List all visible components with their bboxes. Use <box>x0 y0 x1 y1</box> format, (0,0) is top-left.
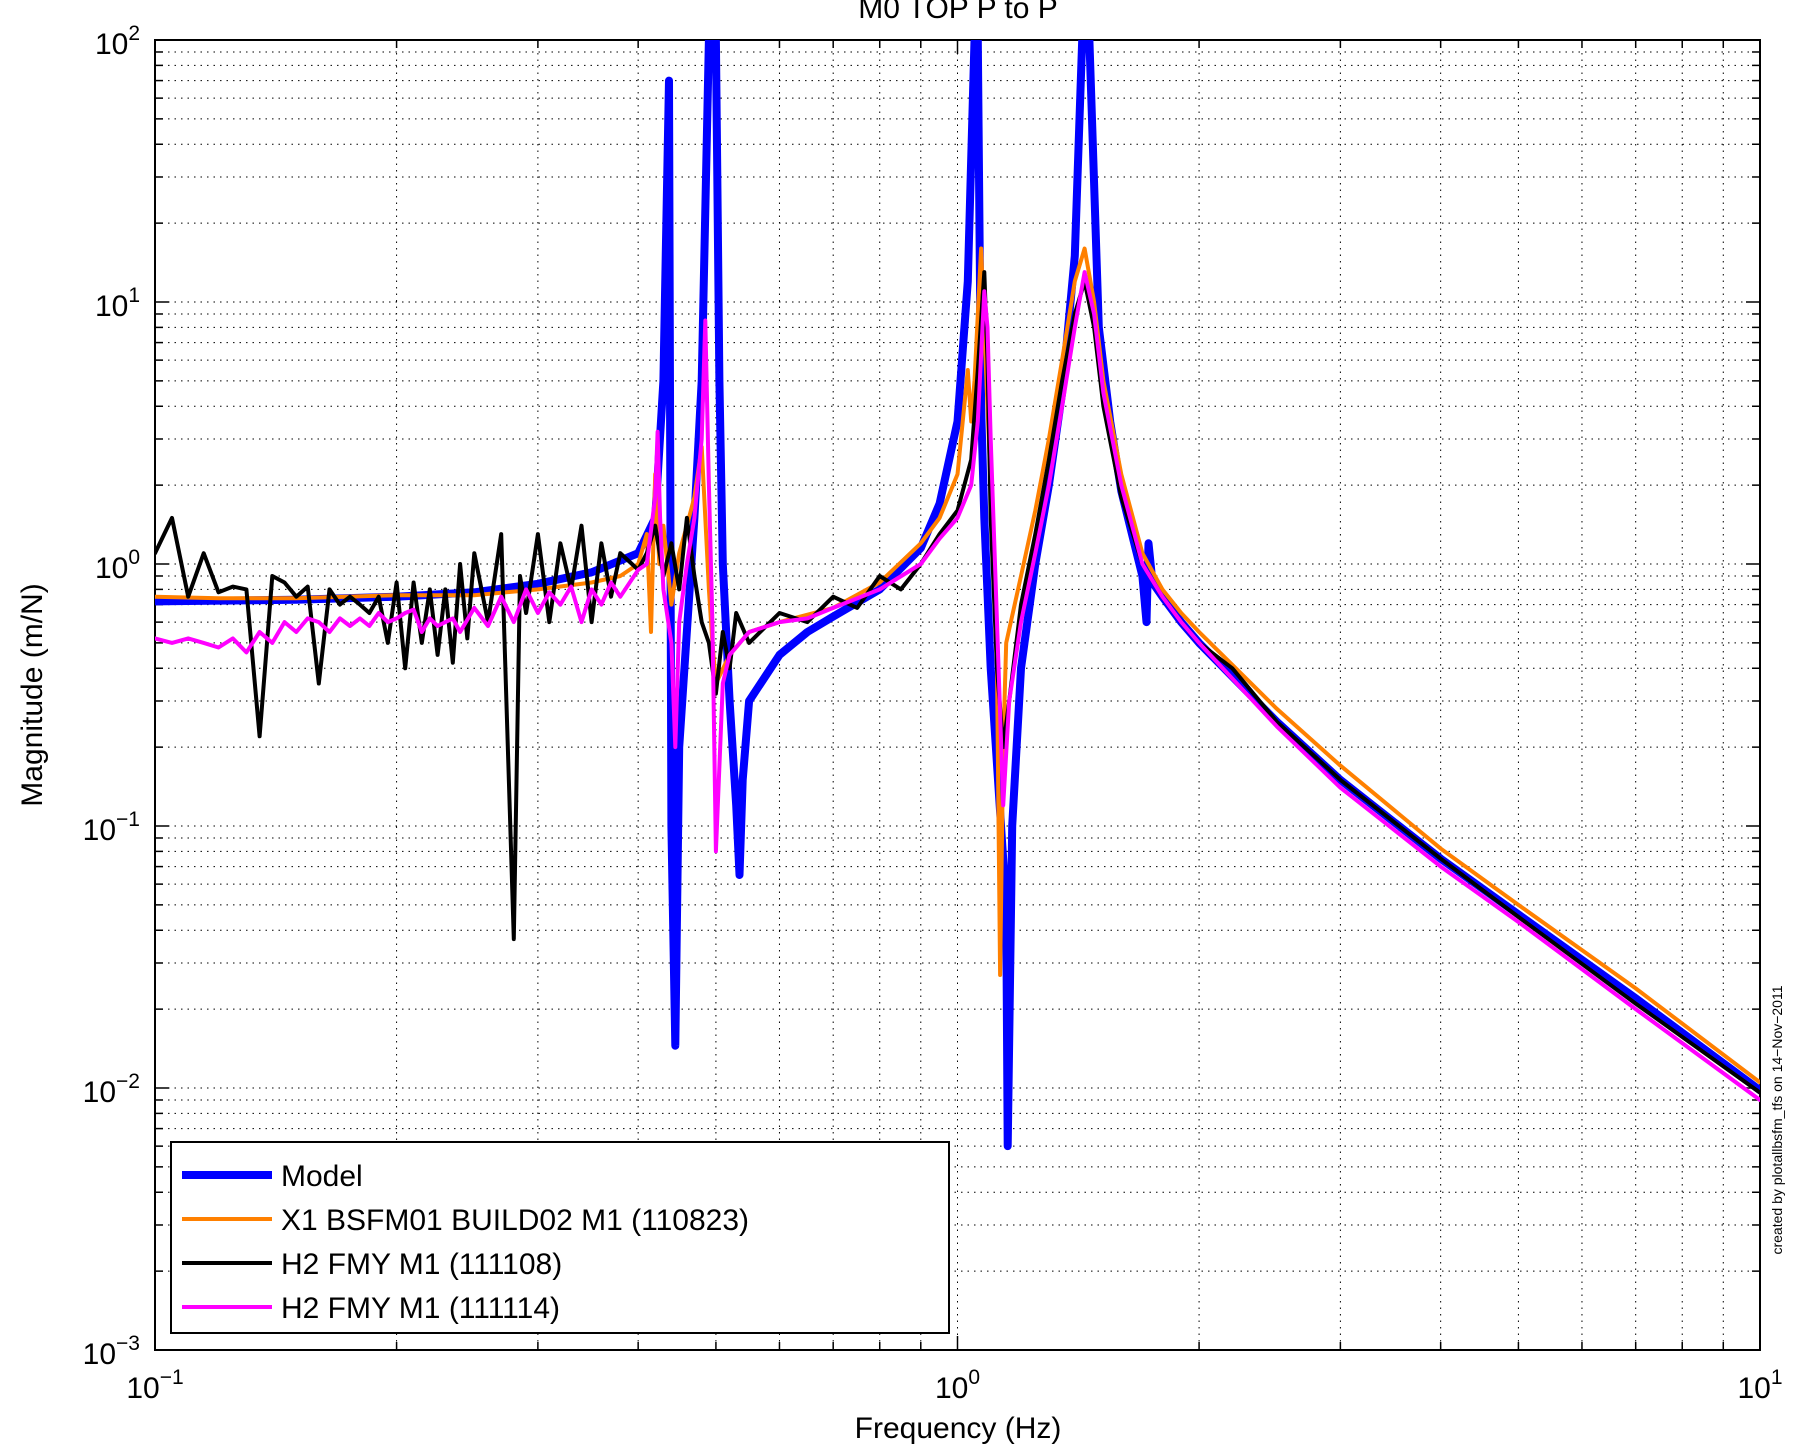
x-axis-label: Frequency (Hz) <box>855 1412 1062 1445</box>
x-tick-label: 101 <box>1737 1366 1782 1405</box>
y-tick-exponent: −2 <box>116 1070 140 1093</box>
series-line-2 <box>155 246 1760 1085</box>
y-tick-exponent: 2 <box>128 22 140 45</box>
x-tick-base: 10 <box>126 1372 159 1405</box>
legend: Model X1 BSFM01 BUILD02 M1 (110823) H2 FMY… <box>170 1141 950 1334</box>
x-tick-label: 10−1 <box>126 1366 183 1405</box>
y-tick-base: 10 <box>95 28 128 61</box>
y-tick-base: 10 <box>83 1338 116 1371</box>
y-tick-exponent: 1 <box>128 284 140 307</box>
y-tick-exponent: 0 <box>128 546 140 569</box>
y-tick-base: 10 <box>83 814 116 847</box>
series-group <box>155 40 1760 1151</box>
y-tick-exponent: −3 <box>116 1332 140 1355</box>
y-tick-label: 10−1 <box>83 808 140 847</box>
series-line-1 <box>155 40 1760 1151</box>
y-tick-label: 101 <box>95 284 140 323</box>
x-tick-exponent: −1 <box>160 1366 184 1389</box>
y-axis-label: Magnitude (m/N) <box>16 583 49 806</box>
x-tick-labels: 10−1 100 101 <box>126 1366 1782 1405</box>
x-tick-base: 10 <box>935 1372 968 1405</box>
x-tick-base: 10 <box>1737 1372 1770 1405</box>
grid <box>155 40 1760 1350</box>
x-tick-label: 100 <box>935 1366 980 1405</box>
y-tick-base: 10 <box>83 1076 116 1109</box>
legend-label: H2 FMY M1 (111114) <box>281 1292 560 1325</box>
tick-marks <box>154 39 1761 1351</box>
legend-label: Model <box>281 1160 363 1193</box>
y-tick-exponent: −1 <box>116 808 140 831</box>
y-tick-label: 10−2 <box>83 1070 140 1109</box>
y-tick-label: 100 <box>95 546 140 585</box>
x-tick-exponent: 1 <box>1771 1366 1783 1389</box>
y-tick-base: 10 <box>95 290 128 323</box>
legend-box <box>170 1141 950 1334</box>
created-by-annotation: created by plotallbsfm_tfs on 14−Nov−201… <box>1769 985 1785 1254</box>
y-tick-label: 10−3 <box>83 1332 140 1371</box>
x-tick-exponent: 0 <box>968 1366 980 1389</box>
legend-label: X1 BSFM01 BUILD02 M1 (110823) <box>281 1204 749 1237</box>
y-tick-base: 10 <box>95 552 128 585</box>
series-line-4 <box>155 270 1760 1102</box>
legend-label: H2 FMY M1 (111108) <box>281 1248 562 1281</box>
y-tick-label: 102 <box>95 22 140 61</box>
chart-title: M0 TOP P to P <box>858 0 1058 25</box>
